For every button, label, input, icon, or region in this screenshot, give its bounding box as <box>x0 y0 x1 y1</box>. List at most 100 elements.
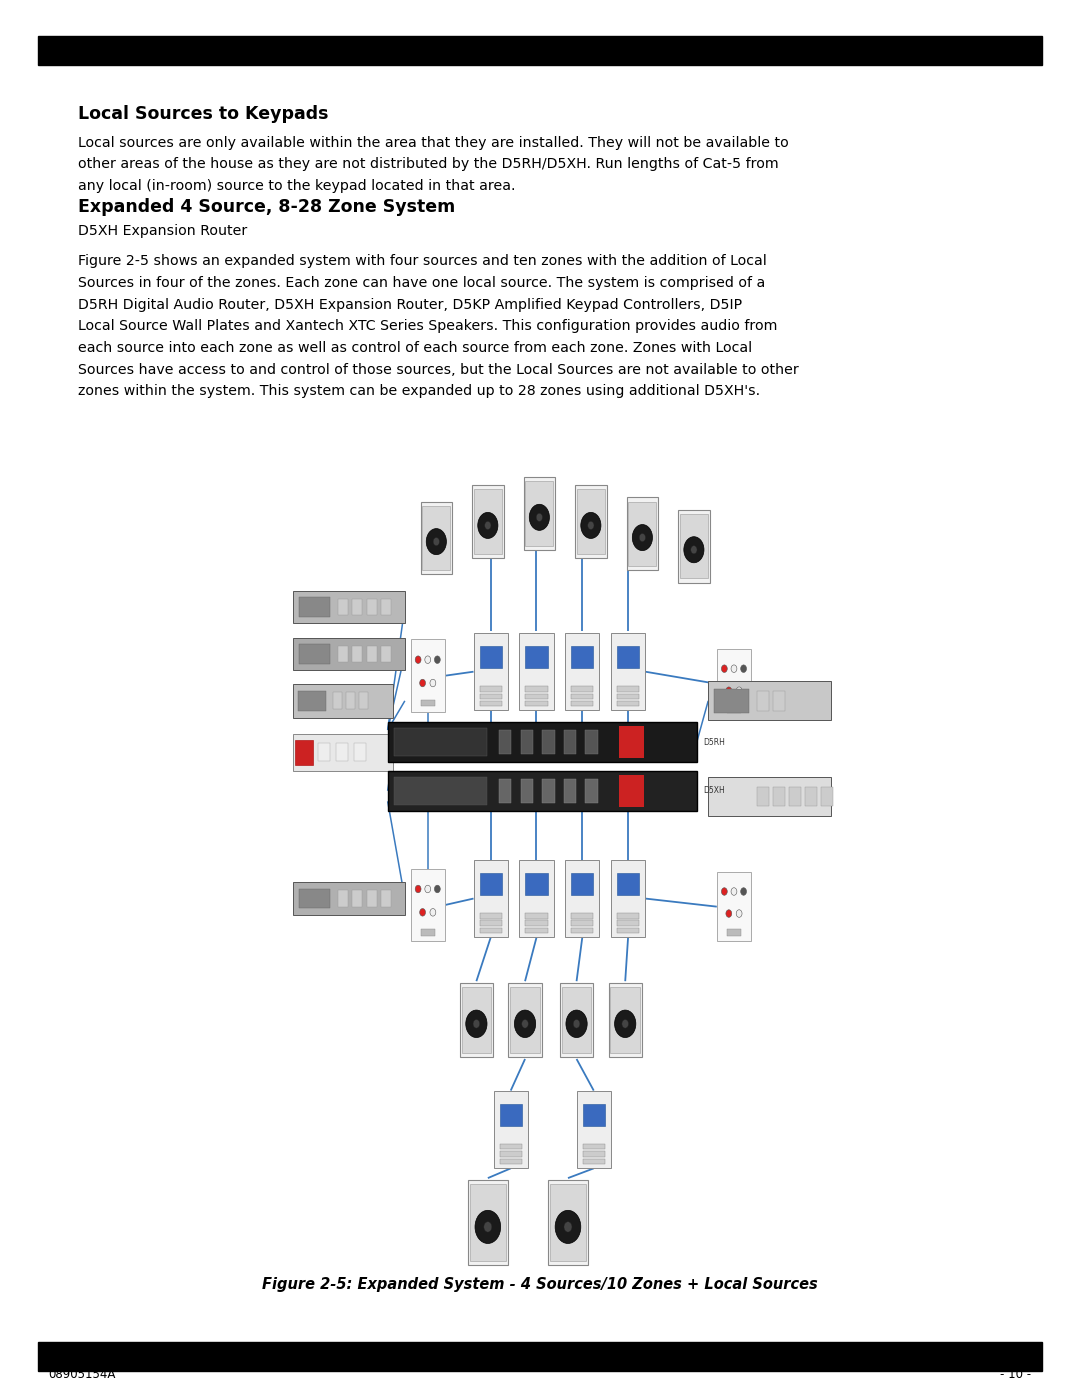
Ellipse shape <box>427 528 446 555</box>
Bar <box>295 739 313 766</box>
Bar <box>347 693 355 710</box>
Bar <box>714 689 748 712</box>
Bar <box>521 731 532 754</box>
Bar <box>480 914 502 919</box>
Ellipse shape <box>424 886 431 893</box>
Bar <box>525 921 548 926</box>
Ellipse shape <box>475 1210 501 1243</box>
Text: Figure 2-5: Expanded System - 4 Sources/10 Zones + Local Sources: Figure 2-5: Expanded System - 4 Sources/… <box>262 1277 818 1291</box>
Bar <box>509 983 542 1058</box>
Bar <box>473 861 508 937</box>
Bar <box>294 637 405 671</box>
Bar <box>680 514 707 578</box>
Bar <box>542 778 554 803</box>
Bar <box>525 701 548 707</box>
Bar <box>571 686 593 692</box>
Text: Expanded 4 Source, 8-28 Zone System: Expanded 4 Source, 8-28 Zone System <box>78 198 455 217</box>
Bar <box>294 733 393 771</box>
Bar <box>500 1104 522 1126</box>
Bar <box>626 497 658 570</box>
Bar <box>582 1158 605 1164</box>
Ellipse shape <box>420 679 426 687</box>
Bar <box>472 485 503 559</box>
Bar <box>564 731 577 754</box>
Ellipse shape <box>588 521 594 529</box>
Ellipse shape <box>566 1010 588 1038</box>
Bar <box>480 921 502 926</box>
Bar <box>565 633 599 710</box>
Bar <box>338 599 348 615</box>
Bar <box>611 861 645 937</box>
Ellipse shape <box>514 1010 536 1038</box>
Ellipse shape <box>737 687 742 694</box>
Bar <box>617 694 639 698</box>
Ellipse shape <box>726 687 732 694</box>
Bar <box>480 647 502 668</box>
Ellipse shape <box>415 657 421 664</box>
Text: Sources in four of the zones. Each zone can have one local source. The system is: Sources in four of the zones. Each zone … <box>78 277 765 291</box>
Bar <box>548 1180 588 1266</box>
Ellipse shape <box>415 886 421 893</box>
Bar <box>381 645 391 662</box>
Bar <box>562 986 592 1053</box>
Bar <box>629 502 657 566</box>
Bar <box>708 777 832 816</box>
Ellipse shape <box>691 546 697 553</box>
Bar <box>519 633 554 710</box>
Bar <box>294 591 405 623</box>
Bar <box>582 1151 605 1157</box>
Bar <box>571 873 593 894</box>
Bar <box>367 645 377 662</box>
Text: each source into each zone as well as control of each source from each zone. Zon: each source into each zone as well as co… <box>78 341 752 355</box>
Bar <box>294 683 393 718</box>
Bar <box>585 731 598 754</box>
Bar <box>500 1151 522 1157</box>
Bar <box>617 928 639 933</box>
Bar <box>468 1180 508 1266</box>
Ellipse shape <box>430 679 436 687</box>
Bar <box>611 633 645 710</box>
Bar <box>381 599 391 615</box>
Ellipse shape <box>522 1020 528 1028</box>
Bar <box>571 647 593 668</box>
Bar <box>571 701 593 707</box>
Bar <box>352 890 363 907</box>
Bar <box>480 873 502 894</box>
Bar <box>299 888 330 908</box>
Ellipse shape <box>536 513 542 521</box>
Ellipse shape <box>721 665 727 672</box>
Bar <box>38 35 1042 64</box>
Bar <box>678 510 710 583</box>
Bar <box>499 731 511 754</box>
Ellipse shape <box>555 1210 581 1243</box>
Ellipse shape <box>434 886 441 893</box>
Bar <box>352 599 363 615</box>
Ellipse shape <box>465 1010 487 1038</box>
Bar <box>773 787 784 806</box>
Bar <box>617 921 639 926</box>
Bar <box>525 647 548 668</box>
Ellipse shape <box>484 1222 491 1232</box>
Bar <box>360 693 368 710</box>
Bar <box>499 778 511 803</box>
Ellipse shape <box>434 657 441 664</box>
Bar <box>727 929 741 936</box>
Bar <box>571 694 593 698</box>
Ellipse shape <box>684 536 704 563</box>
Bar <box>582 1144 605 1150</box>
Bar <box>571 921 593 926</box>
Bar <box>460 983 492 1058</box>
Ellipse shape <box>731 887 737 895</box>
Bar <box>334 693 342 710</box>
Bar <box>525 914 548 919</box>
Bar <box>610 986 640 1053</box>
Bar <box>542 731 554 754</box>
Bar <box>577 1091 611 1168</box>
Ellipse shape <box>622 1020 629 1028</box>
Text: 08905154A: 08905154A <box>49 1368 116 1380</box>
Bar <box>338 890 348 907</box>
Bar <box>410 640 445 712</box>
Bar <box>620 726 644 759</box>
Ellipse shape <box>721 887 727 895</box>
Bar <box>410 869 445 942</box>
